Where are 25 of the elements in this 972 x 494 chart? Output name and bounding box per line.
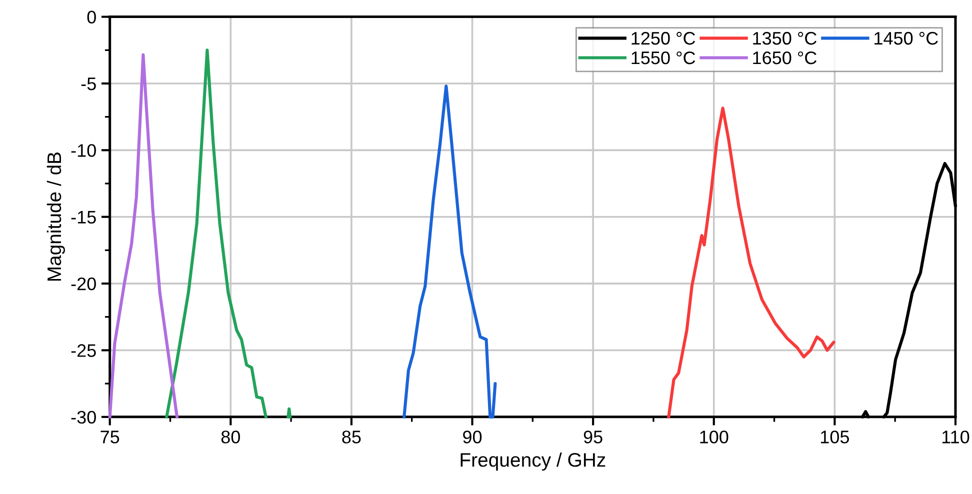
- y-tick-label: -10: [71, 144, 96, 157]
- line-series: [108, 53, 179, 418]
- legend-label: 1550 °C: [632, 51, 696, 64]
- y-axis-title: Magnitude / dB: [46, 152, 65, 281]
- x-tick-label: 110: [942, 430, 970, 444]
- x-tick-label: 80: [221, 430, 240, 444]
- x-tick-label: 85: [342, 430, 361, 444]
- line-series: [402, 84, 497, 418]
- x-tick-label: 90: [463, 430, 482, 444]
- y-tick-label: 0: [87, 10, 96, 24]
- y-tick-label: -30: [71, 410, 96, 424]
- x-tick-label: 105: [820, 430, 849, 444]
- y-tick-label: -25: [71, 344, 96, 357]
- x-tick-label: 100: [700, 430, 728, 444]
- x-axis-title: Frequency / GHz: [460, 452, 606, 471]
- legend-label: 1350 °C: [753, 32, 817, 45]
- x-tick-label: 95: [584, 430, 602, 444]
- legend-label: 1650 °C: [753, 51, 817, 64]
- y-tick-label: -5: [81, 78, 96, 90]
- y-tick-label: -15: [71, 210, 96, 224]
- legend-label: 1450 °C: [874, 32, 938, 45]
- legend-label: 1250 °C: [632, 32, 696, 45]
- y-tick-label: -20: [71, 277, 96, 290]
- line-series: [667, 106, 836, 418]
- x-tick-label: 75: [100, 430, 120, 444]
